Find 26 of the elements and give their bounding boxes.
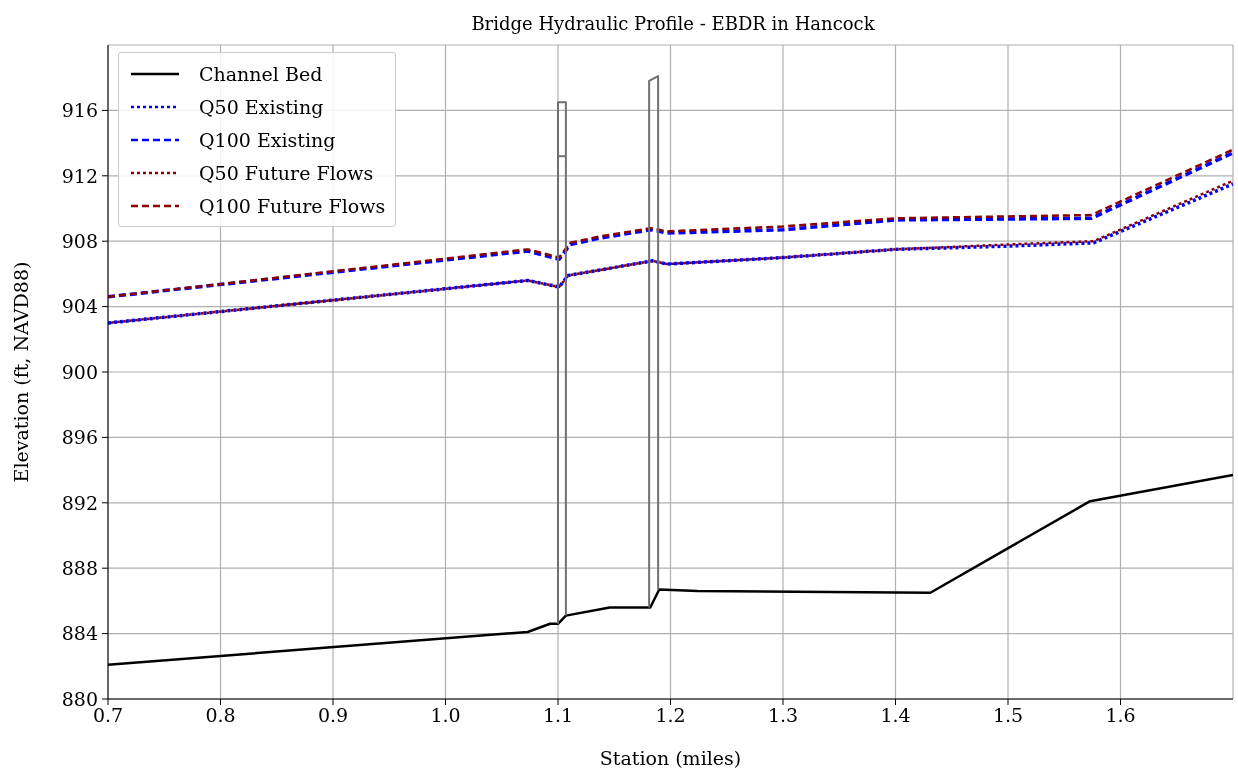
legend-label: Q50 Future Flows xyxy=(199,161,374,184)
y-tick-label: 888 xyxy=(61,556,98,579)
x-tick-label: 1.3 xyxy=(767,704,799,727)
legend-label: Q50 Existing xyxy=(199,95,324,118)
y-axis-title: Elevation (ft, NAVD88) xyxy=(10,261,32,483)
y-tick-label: 892 xyxy=(61,491,98,514)
y-tick-label: 912 xyxy=(61,164,98,187)
x-tick-label: 1.0 xyxy=(430,704,461,727)
x-tick-label: 0.9 xyxy=(317,704,349,727)
x-axis-title: Station (miles) xyxy=(599,747,742,769)
legend-label: Q100 Existing xyxy=(199,128,336,151)
y-tick-label: 896 xyxy=(61,426,98,449)
y-tick-label: 916 xyxy=(61,99,98,122)
y-tick-label: 884 xyxy=(61,622,98,645)
x-tick-label: 0.8 xyxy=(205,704,236,727)
x-tick-label: 1.6 xyxy=(1105,704,1136,727)
y-tick-label: 904 xyxy=(61,295,98,318)
x-tick-label: 1.5 xyxy=(992,704,1024,727)
x-tick-label: 1.4 xyxy=(880,704,911,727)
chart-title: Bridge Hydraulic Profile - EBDR in Hancock xyxy=(471,13,876,34)
y-tick-label: 908 xyxy=(61,229,98,252)
legend-label: Channel Bed xyxy=(199,62,323,85)
x-tick-label: 1.2 xyxy=(655,704,686,727)
legend-label: Q100 Future Flows xyxy=(199,194,386,217)
x-tick-label: 1.1 xyxy=(542,704,574,727)
y-tick-label: 900 xyxy=(61,360,98,383)
